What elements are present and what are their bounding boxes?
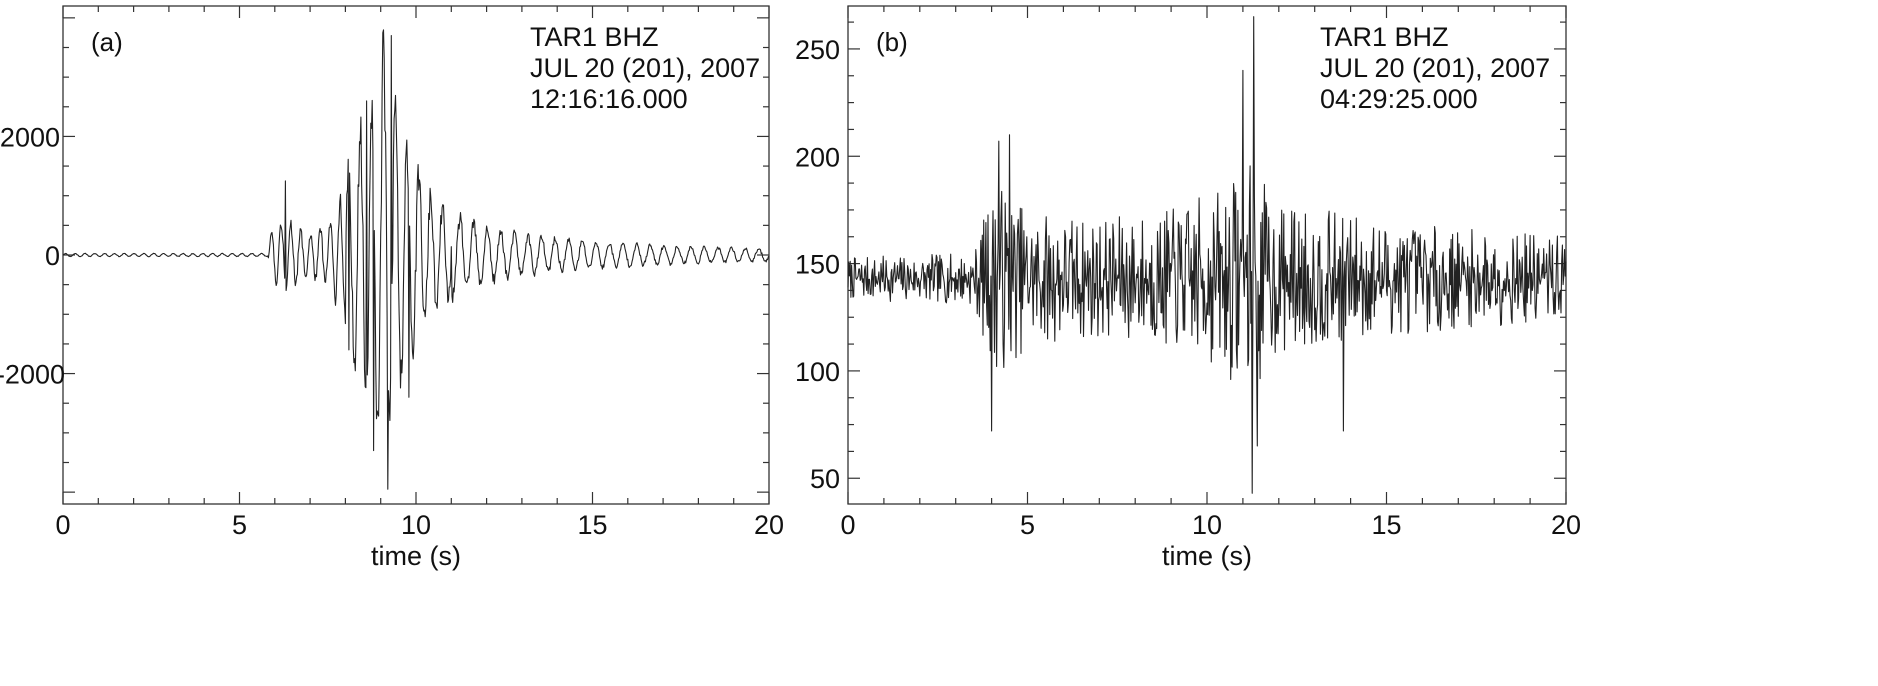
- station-annotation: JUL 20 (201), 2007: [1320, 53, 1550, 83]
- station-annotation: 12:16:16.000: [530, 84, 688, 114]
- x-tick-label: 0: [55, 510, 70, 540]
- station-annotation: 04:29:25.000: [1320, 84, 1478, 114]
- x-tick-label: 10: [1192, 510, 1222, 540]
- y-tick-label: -2000: [0, 360, 65, 390]
- x-tick-label: 15: [577, 510, 607, 540]
- x-axis-title: time (s): [1162, 541, 1252, 571]
- x-tick-label: 0: [840, 510, 855, 540]
- station-annotation: TAR1 BHZ: [530, 22, 659, 52]
- panel-a: 0 5 10 15 20 -2000 0 2000 time (s) (a) TAR1 BHZJUL…: [0, 5, 784, 571]
- y-tick-label: 250: [795, 35, 840, 65]
- y-tick-label: 100: [795, 357, 840, 387]
- y-tick-label: 150: [795, 250, 840, 280]
- y-tick-label: 0: [45, 241, 60, 271]
- panel-b: 0 5 10 15 20 50 100 150 200 250 time (s) (b) TAR1 BH…: [795, 5, 1581, 571]
- seismic-trace: [847, 16, 1567, 494]
- x-tick-label: 5: [232, 510, 247, 540]
- x-tick-label: 20: [754, 510, 784, 540]
- station-annotation: JUL 20 (201), 2007: [530, 53, 760, 83]
- station-annotation: TAR1 BHZ: [1320, 22, 1449, 52]
- panel-label: (a): [91, 27, 123, 57]
- x-axis-title: time (s): [371, 541, 461, 571]
- x-tick-label: 5: [1020, 510, 1035, 540]
- panel-label: (b): [876, 27, 908, 57]
- y-tick-label: 200: [795, 142, 840, 172]
- y-tick-label: 50: [810, 464, 840, 494]
- x-tick-label: 20: [1551, 510, 1581, 540]
- y-tick-label: 2000: [0, 122, 60, 152]
- seismic-trace: [62, 29, 770, 490]
- x-tick-label: 10: [401, 510, 431, 540]
- x-tick-label: 15: [1371, 510, 1401, 540]
